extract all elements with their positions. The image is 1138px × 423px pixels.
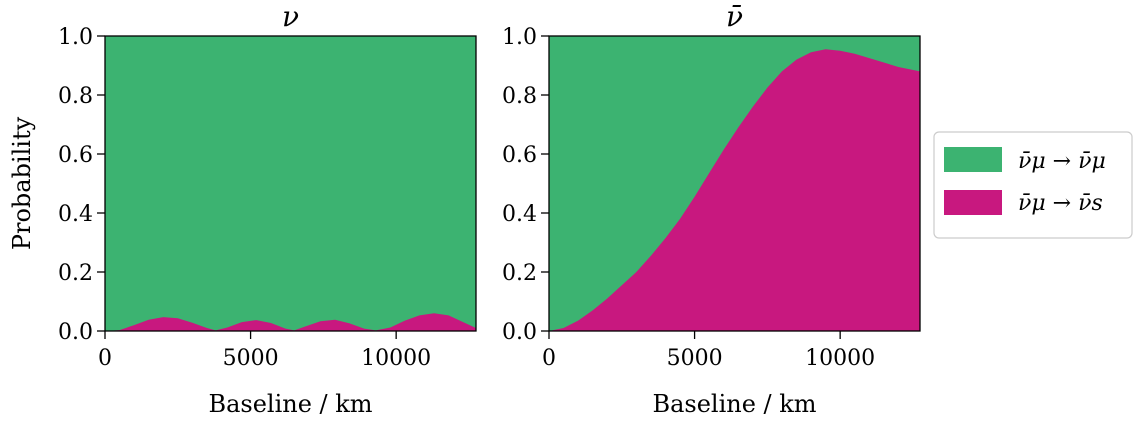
y-tick-label: 0.2 [502, 261, 537, 286]
y-tick-label: 0.0 [502, 320, 537, 345]
area-survival-0 [105, 36, 476, 331]
legend-swatch-sterile [944, 190, 1002, 215]
area-sterile-1 [549, 49, 920, 331]
x-axis-label: Baseline / km [652, 390, 816, 418]
y-axis-label: Probability [8, 116, 36, 250]
y-tick-label: 0.4 [502, 202, 537, 227]
legend: ν̄μ → ν̄μ ν̄μ → ν̄s [933, 131, 1133, 239]
legend-label-sterile: ν̄μ → ν̄s [1018, 191, 1103, 216]
panel-title: ν [282, 0, 299, 33]
x-axis-label: Baseline / km [208, 390, 372, 418]
x-tick-label: 10000 [805, 346, 875, 371]
y-tick-label: 1.0 [58, 25, 93, 50]
y-tick-label: 0.6 [502, 143, 537, 168]
plot-frame-0 [104, 35, 477, 332]
y-tick-label: 1.0 [502, 25, 537, 50]
legend-swatch-survival [944, 147, 1002, 172]
y-tick-label: 0.4 [58, 202, 93, 227]
y-tick-label: 0.0 [58, 320, 93, 345]
x-tick-label: 0 [542, 346, 556, 371]
y-tick-label: 0.2 [58, 261, 93, 286]
area-sterile-0 [105, 313, 476, 331]
right-panel-nubar: 0.0 0.2 0.4 0.6 0.8 1.0 0 5000 10000 ν̄ Baseline /… [502, 0, 921, 418]
panel-title: ν̄ [726, 0, 743, 33]
left-panel-nu: 0.0 0.2 0.4 0.6 0.8 1.0 0 5000 10000 ν Baseline / … [8, 0, 477, 418]
y-tick-label: 0.8 [502, 84, 537, 109]
legend-label-survival: ν̄μ → ν̄μ [1018, 149, 1106, 174]
x-tick-label: 5000 [667, 346, 723, 371]
x-tick-label: 0 [98, 346, 112, 371]
y-tick-label: 0.8 [58, 84, 93, 109]
x-tick-label: 5000 [223, 346, 279, 371]
y-tick-label: 0.6 [58, 143, 93, 168]
plot-frame-1 [548, 35, 921, 332]
x-tick-label: 10000 [361, 346, 431, 371]
